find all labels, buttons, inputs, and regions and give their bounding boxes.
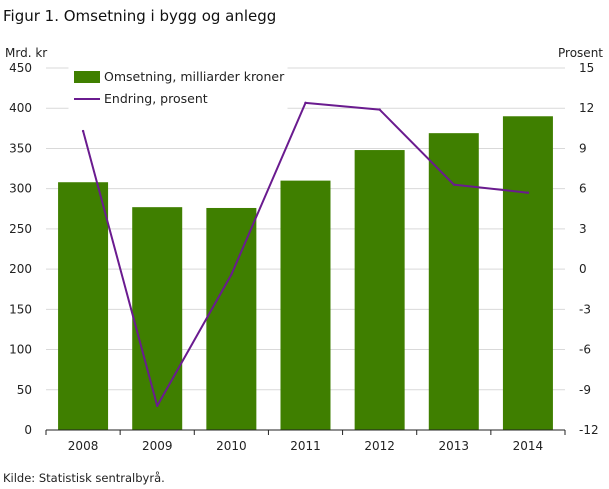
source-note: Kilde: Statistisk sentralbyrå. [3,471,165,485]
bar [58,182,109,430]
line-point [378,108,381,111]
x-tick-label: 2013 [439,439,470,453]
line-point [304,101,307,105]
line-series [81,101,530,408]
legend-label-bars: Omsetning, milliarder kroner [104,69,285,84]
legend-label-line: Endring, prosent [104,91,208,106]
bar [428,133,479,430]
y-left-tick-label: 400 [9,101,32,115]
bar [206,207,257,430]
legend-bar-swatch [74,71,100,83]
y-right-tick-label: -6 [579,343,591,357]
line-point [230,273,233,276]
legend-box [68,65,288,110]
y-left-axis-title: Mrd. kr [5,46,47,60]
y-left-tick-label: 50 [17,383,32,397]
y-left-tick-label: 250 [9,222,32,236]
y-right-tick-label: -9 [579,383,591,397]
y-left-tick-label: 100 [9,343,32,357]
x-tick-label: 2011 [290,439,321,453]
y-left-tick-label: 200 [9,262,32,276]
line-point [81,129,85,133]
y-right-tick-label: 0 [579,262,587,276]
bar-series [58,116,553,431]
y-left-tick-label: 300 [9,182,32,196]
bar [280,180,331,430]
y-right-tick-label: 9 [579,141,587,155]
y-right-tick-label: -12 [579,423,599,437]
y-right-tick-label: 6 [579,182,587,196]
y-left-tick-label: 150 [9,302,32,316]
y-right-tick-label: 15 [579,61,594,75]
y-right-tick-label: 3 [579,222,587,236]
legend: Omsetning, milliarder kroner Endring, pr… [68,65,288,110]
y-left-tick-label: 450 [9,61,32,75]
y-left-tick-label: 0 [24,423,32,437]
axes: 0 50 100 150 200 250 300 350 400 450 -12 -9 -6 -3 0 3 6 9… [9,61,599,453]
x-tick-label: 2014 [513,439,544,453]
x-tick-label: 2012 [364,439,395,453]
x-tick-label: 2008 [68,439,99,453]
x-tick-label: 2009 [142,439,173,453]
bar [132,207,183,430]
bar [354,150,405,430]
y-right-axis-title: Prosent [558,46,603,60]
x-tick-label: 2010 [216,439,247,453]
line-point [526,191,530,194]
line-point [156,404,159,408]
y-right-tick-label: -3 [579,302,591,316]
y-right-tick-label: 12 [579,101,594,115]
y-left-tick-label: 350 [9,141,32,155]
chart-title: Figur 1. Omsetning i bygg og anlegg [3,7,277,25]
line-point [452,183,455,186]
bar [502,116,553,431]
